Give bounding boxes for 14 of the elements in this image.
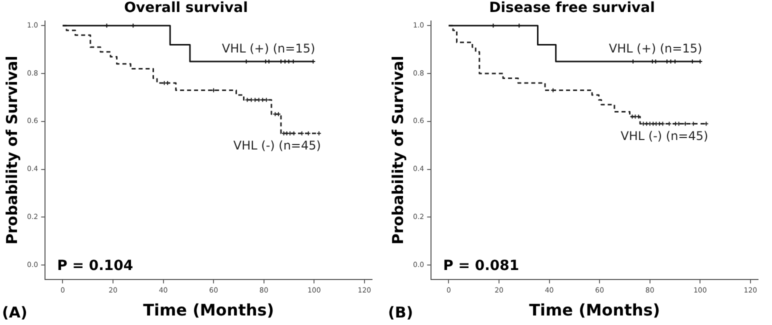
annotation: P = 0.081 bbox=[443, 258, 520, 274]
annotation: P = 0.104 bbox=[57, 258, 134, 274]
chart-title: Overall survival bbox=[124, 0, 248, 16]
y-axis-title: Probability of Survival bbox=[2, 56, 21, 244]
text: (A) bbox=[2, 303, 28, 322]
series-label: VHL (-) (n=45) bbox=[620, 128, 708, 143]
x-axis-title: Time (Months) bbox=[143, 300, 274, 320]
x-axis-title: Time (Months) bbox=[529, 300, 660, 320]
y-axis-title: Probability of Survival bbox=[388, 56, 407, 244]
chart-title: Disease free survival bbox=[489, 0, 655, 16]
text: (B) bbox=[388, 303, 414, 322]
series-label: VHL (+) (n=15) bbox=[222, 42, 316, 56]
series-label: VHL (-) (n=45) bbox=[233, 138, 321, 152]
series-label: VHL (+) (n=15) bbox=[608, 42, 702, 56]
